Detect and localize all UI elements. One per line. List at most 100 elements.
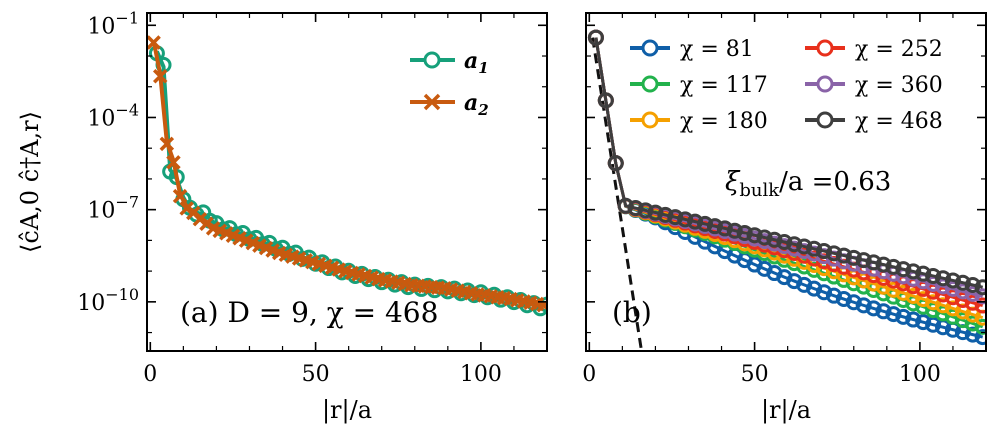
data-point-chi-468 [667, 209, 684, 226]
annotation-rest: /a =0.63 [779, 167, 891, 197]
fit-line-dashed [591, 37, 644, 351]
data-point-chi-180 [915, 291, 932, 308]
data-point-chi-468 [964, 276, 981, 293]
data-point-chi-468 [726, 222, 743, 239]
legend-marker-chi-252 [816, 39, 834, 57]
data-point-chi-468 [816, 243, 833, 260]
data-point-chi-468 [677, 211, 694, 228]
panel-a-label: (a) D = 9, χ = 468 [180, 296, 438, 329]
data-point-chi-468 [806, 240, 823, 257]
legend-label-main: a [464, 48, 478, 74]
y-tick-label: 10−7 [87, 193, 139, 224]
data-point-a2 [147, 35, 161, 50]
y-tick-exponent: −4 [115, 100, 139, 119]
legend-label-sub: 2 [477, 101, 488, 119]
data-point-chi-468 [587, 29, 604, 46]
data-point-chi-468 [736, 224, 753, 241]
x-tick-label: 0 [143, 362, 157, 387]
legend-label-a2: a2 [464, 90, 489, 119]
data-point-chi-81 [885, 306, 902, 323]
data-point-chi-252 [974, 297, 986, 314]
panel-a-frame [146, 12, 548, 352]
y-tick-base: 10 [87, 106, 115, 131]
y-tick-base: 10 [87, 199, 115, 224]
data-point-chi-468 [617, 197, 634, 214]
data-point-chi-252 [806, 250, 823, 267]
annotation-subscript: bulk [739, 180, 780, 201]
data-point-chi-81 [925, 316, 942, 333]
y-tick-base: 10 [87, 14, 115, 39]
panel-a-data-marks [147, 35, 547, 317]
y-tick-label: 10−1 [87, 8, 139, 39]
panel-a-xlabel: |r|/a [322, 396, 372, 425]
data-point-a2 [152, 69, 168, 84]
y-tick-base: 10 [77, 291, 105, 316]
data-point-chi-81 [915, 314, 932, 331]
data-point-chi-468 [766, 231, 783, 248]
legend-label-chi-252: χ = 252 [855, 37, 943, 62]
x-tick-label: 100 [899, 362, 941, 387]
data-point-chi-468 [597, 92, 614, 109]
panel-b-data-marks [587, 29, 986, 351]
x-tick-label: 100 [460, 362, 502, 387]
data-point-chi-468 [825, 245, 842, 262]
legend-label-chi-117: χ = 117 [680, 73, 768, 98]
data-point-chi-468 [855, 252, 872, 269]
y-tick-exponent: −7 [115, 193, 139, 212]
data-point-chi-117 [806, 261, 823, 278]
legend-marker-chi-117 [641, 75, 659, 93]
data-point-chi-468 [935, 270, 952, 287]
data-point-chi-468 [925, 267, 942, 284]
data-point-chi-81 [875, 303, 892, 320]
y-tick-exponent: −1 [115, 8, 139, 27]
data-point-chi-117 [974, 318, 986, 335]
data-point-chi-81 [835, 291, 852, 308]
data-point-a2 [172, 188, 188, 204]
legend-label-a1: a1 [464, 48, 489, 77]
data-point-chi-468 [607, 155, 624, 172]
data-point-chi-81 [905, 311, 922, 328]
data-point-chi-81 [865, 300, 882, 317]
legend-marker-chi-180 [641, 111, 659, 129]
legend-label-chi-81: χ = 81 [680, 37, 754, 62]
data-point-chi-81 [845, 294, 862, 311]
legend-marker-chi-81 [641, 39, 659, 57]
data-point-chi-180 [944, 300, 961, 317]
data-point-chi-468 [885, 258, 902, 275]
panel-b-legend: χ = 81 χ = 117 χ = 180 χ = 252 χ = 360 χ = 46… [630, 37, 943, 134]
annotation-symbol: ξ [725, 167, 741, 197]
legend-marker-a2 [423, 93, 441, 111]
x-tick-label: 50 [741, 362, 769, 387]
data-point-chi-81 [855, 297, 872, 314]
data-point-chi-468 [875, 256, 892, 273]
data-point-chi-468 [905, 263, 922, 280]
y-tick-exponent: −10 [105, 285, 139, 304]
data-point-chi-81 [825, 287, 842, 304]
data-point-chi-468 [786, 236, 803, 253]
panel-b-frame [585, 12, 987, 352]
data-point-chi-468 [865, 254, 882, 271]
data-point-chi-468 [944, 272, 961, 289]
data-point-chi-468 [756, 229, 773, 246]
data-point-chi-468 [746, 227, 763, 244]
data-point-chi-360 [974, 288, 986, 305]
legend-label-chi-468: χ = 468 [855, 109, 943, 134]
legend-label-sub: 1 [478, 59, 488, 77]
legend-label-chi-180: χ = 180 [680, 109, 768, 134]
x-tick-label: 50 [302, 362, 330, 387]
panel-b-xlabel: |r|/a [761, 396, 811, 425]
data-point-chi-468 [776, 234, 793, 251]
data-point-chi-468 [657, 206, 674, 223]
data-point-chi-81 [974, 329, 986, 346]
data-point-chi-81 [816, 284, 833, 301]
y-tick-label: 10−10 [77, 285, 139, 316]
panel-b: 0 50 100 χ = 81 χ = 117 χ = 180 χ = 252 χ = 36… [582, 12, 987, 425]
panel-b-annotation: ξbulk/a =0.63 [725, 167, 891, 201]
data-point-chi-81 [895, 308, 912, 325]
data-point-chi-468 [796, 238, 813, 255]
legend-label-main: a [464, 90, 478, 116]
